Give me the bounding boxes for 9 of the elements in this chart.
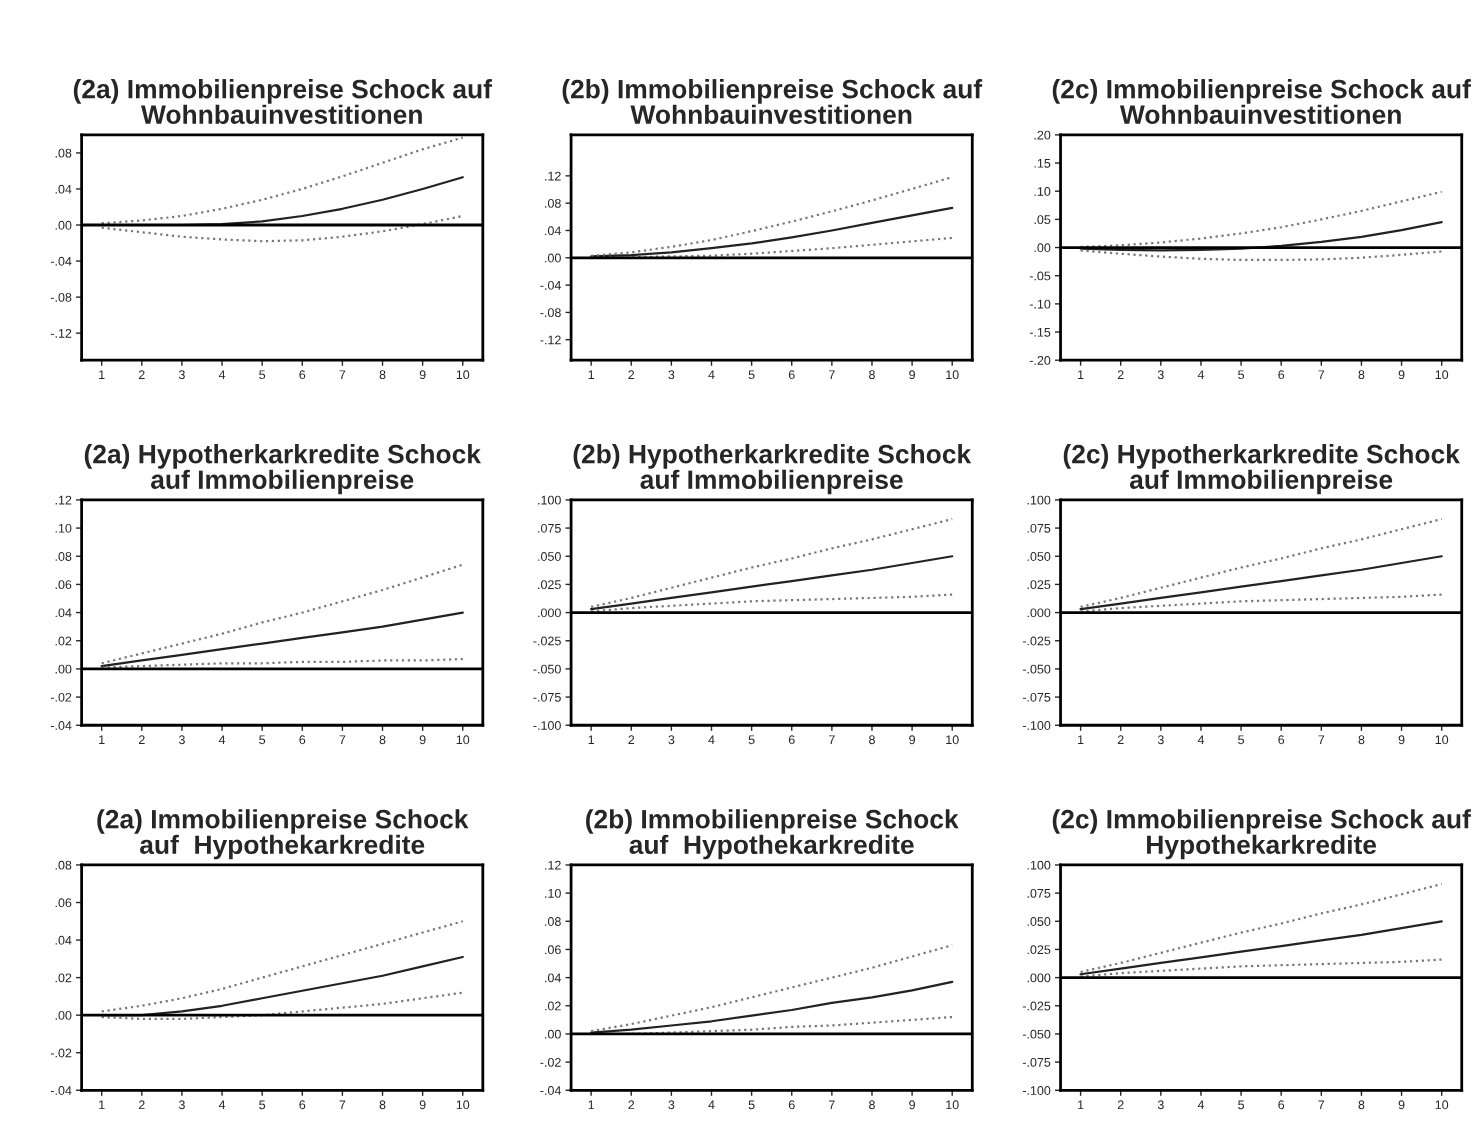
chart-title: (2b) Immobilienpreise Schock auf Hypothekarkredite xyxy=(586,809,959,860)
chart-title: (2b) Immobilienpreise Schock auf Wohnbauinvestitionen xyxy=(562,79,983,125)
chart-title: (2a) Immobilienpreise Schock auf Hypothekarkredite xyxy=(97,809,469,860)
chart-title: (2c) Hypotherkarkredite Schock auf Immobilienpreise xyxy=(1063,444,1460,495)
chart-title: (2c) Immobilienpreise Schock auf Wohnbauinvestitionen xyxy=(1052,79,1471,125)
chart-title: (2a) Hypotherkarkredite Schock auf Immobilienpreise xyxy=(84,444,481,495)
chart-title: (2c) Immobilienpreise Schock auf Hypothekarkredite xyxy=(1052,809,1471,860)
chart-title: (2a) Immobilienpreise Schock auf Wohnbauinvestitionen xyxy=(73,79,492,125)
chart-title: (2b) Hypotherkarkredite Schock auf Immobilienpreise xyxy=(573,444,972,495)
